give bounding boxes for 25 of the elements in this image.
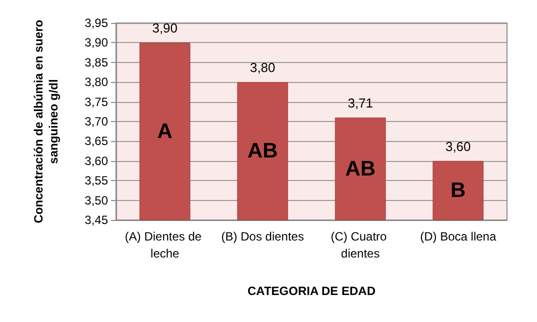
- annotation: B: [450, 178, 466, 202]
- y-tick-label: 3,65: [84, 134, 108, 148]
- x-tick-label: (A) Dientes de leche: [124, 230, 205, 260]
- y-axis-title: Concentración de albúmia en suero sanguineo g/dl: [32, 20, 60, 224]
- annotation: AB: [247, 140, 278, 163]
- data-label: 3,60: [445, 138, 471, 154]
- x-tick-label: (C) Cuatro dientes: [330, 230, 390, 260]
- data-label: 3,80: [250, 60, 276, 76]
- data-label: 3,90: [152, 20, 178, 36]
- y-tick-label: 3,95: [84, 16, 108, 30]
- x-tick-label: (D) Boca llena: [420, 230, 496, 244]
- y-tick-label: 3,85: [84, 55, 108, 70]
- y-tick-label: 3,90: [84, 36, 108, 50]
- y-tick-label: 3,70: [84, 114, 108, 128]
- y-tick-label: 3,75: [84, 94, 108, 109]
- x-tick-label: (B) Dos dientes: [221, 230, 304, 244]
- annotation: A: [157, 120, 172, 143]
- x-axis-title: CATEGORIA DE EDAD: [247, 284, 376, 298]
- data-label: 3,71: [348, 96, 374, 111]
- y-tick-label: 3,55: [84, 174, 108, 188]
- y-tick-label: 3,45: [84, 213, 108, 227]
- y-tick-label: 3,80: [84, 75, 108, 90]
- y-tick-label: 3,60: [84, 154, 108, 168]
- annotation: AB: [345, 157, 376, 180]
- y-tick-label: 3,50: [84, 193, 108, 208]
